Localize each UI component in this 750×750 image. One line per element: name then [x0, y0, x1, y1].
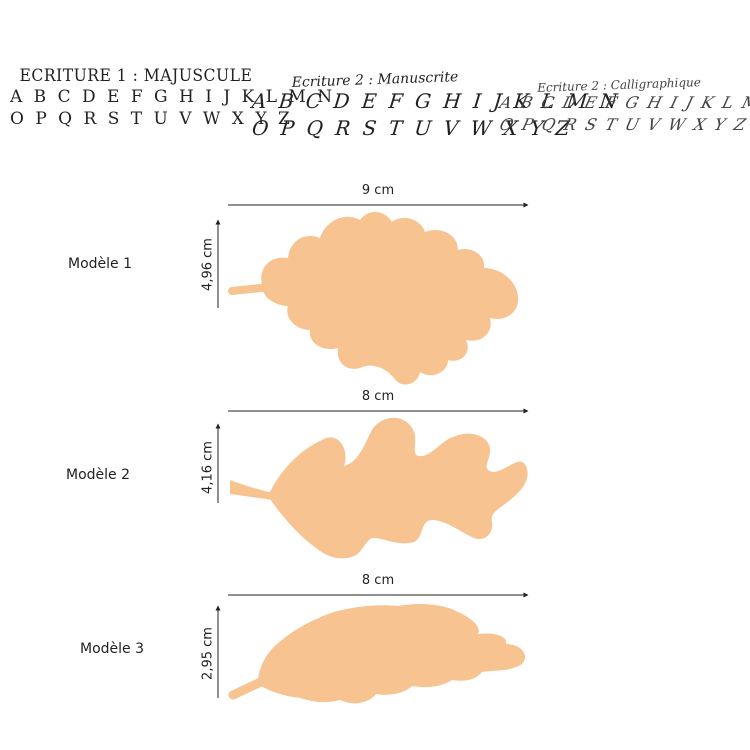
- model-2-leaf: [230, 417, 528, 559]
- font-style-title: ECRITURE 1 : MAJUSCULE: [19, 66, 253, 86]
- model-1-leaf: [228, 211, 519, 385]
- model-3-width-label: 8 cm: [361, 573, 395, 588]
- model-3-label: Modèle 3: [80, 641, 145, 657]
- model-2-label: Modèle 2: [66, 467, 131, 483]
- model-1-label: Modèle 1: [68, 256, 133, 272]
- alphabet-line-2: O P Q R S T U V W X Y Z: [10, 109, 293, 129]
- model-3-leaf: [228, 604, 526, 704]
- model-2-width-label: 8 cm: [361, 389, 395, 404]
- model-1-width-label: 9 cm: [361, 183, 395, 198]
